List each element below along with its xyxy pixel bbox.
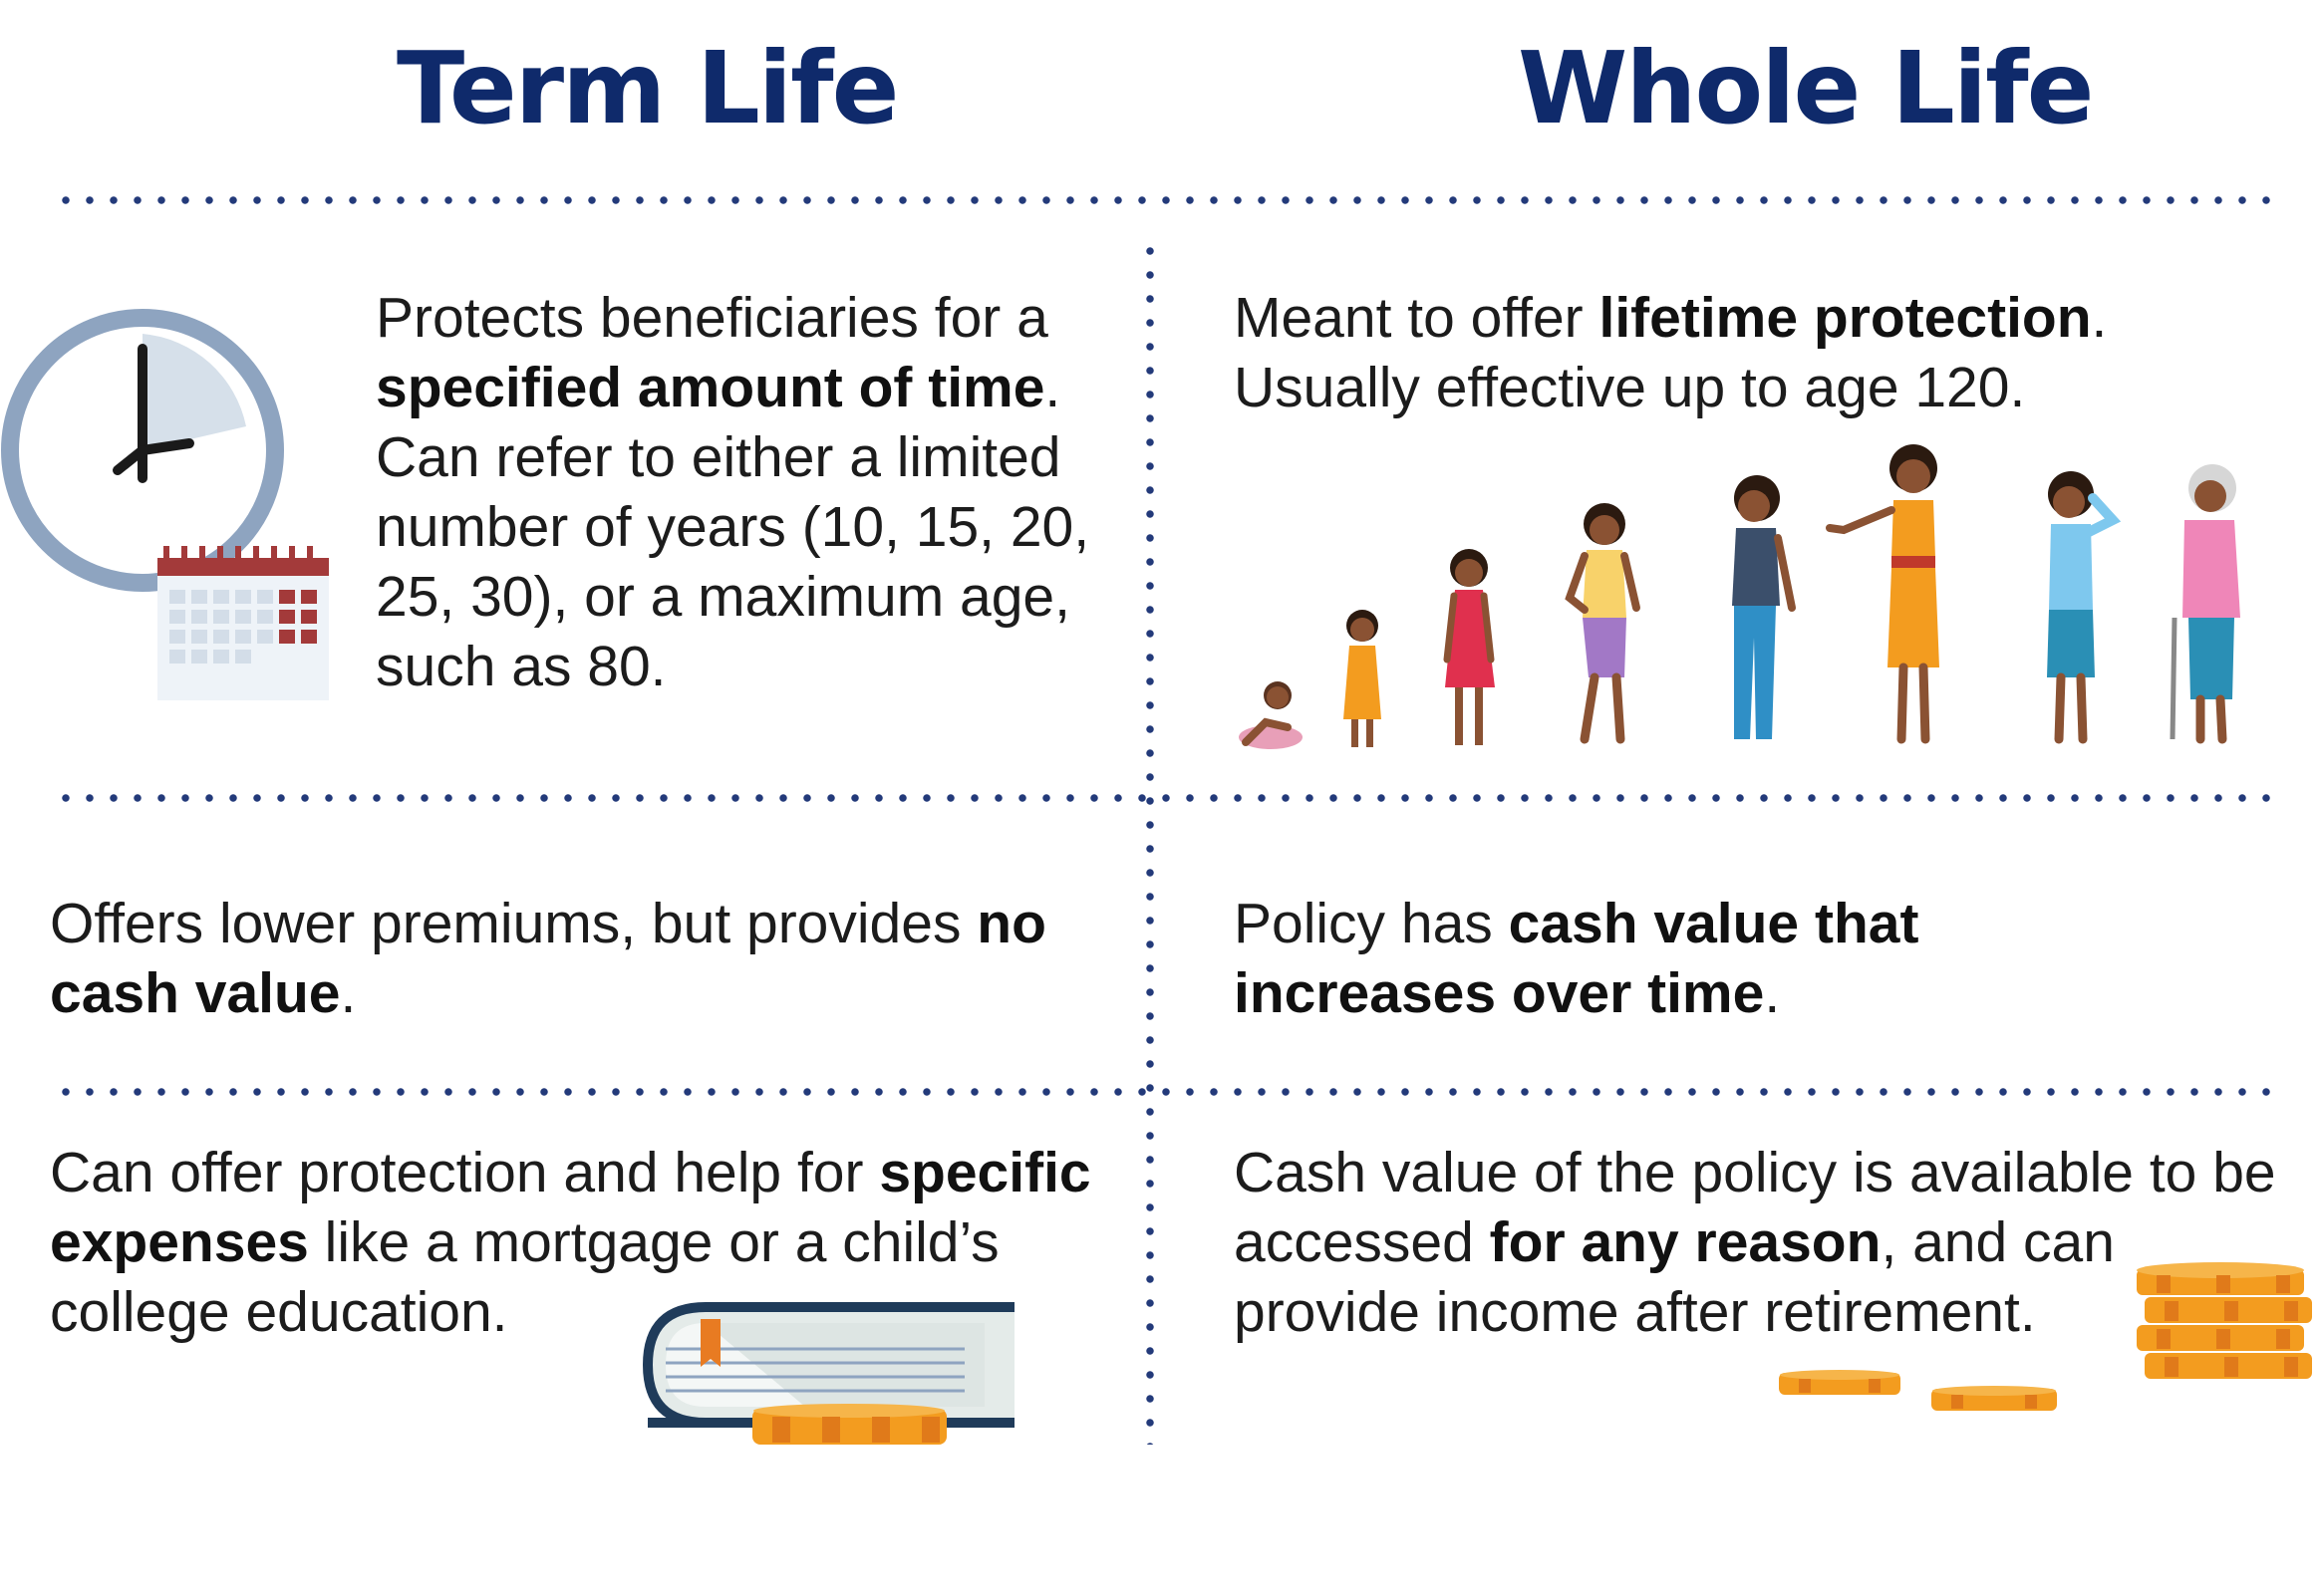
term-premium-text-part1: Offers lower premiums, but provides <box>50 892 978 955</box>
life-stages-illustration <box>1239 444 2240 749</box>
divider-vertical <box>1146 239 1154 1445</box>
term-lifespan-text: Protects beneficiaries for a specified a… <box>376 283 1113 701</box>
term-expenses-text-part1: Can offer protection and help for <box>50 1141 880 1204</box>
elderly-figure <box>2170 464 2240 744</box>
whole-access-text-part2: , and can provide income after retiremen… <box>1234 1210 2115 1344</box>
divider-middle <box>54 794 2286 802</box>
toddler-figure <box>1343 610 1381 747</box>
whole-access-text: Cash value of the policy is available to… <box>1234 1138 2300 1347</box>
term-expenses-text-part2: like a mortgage or a child’s college edu… <box>50 1210 1000 1344</box>
teen-figure <box>1732 475 1796 739</box>
whole-lifespan-text: Meant to offer lifetime protection. Usua… <box>1234 283 2190 422</box>
whole-lifespan-text-part2: . Usually effective up to age 120. <box>1234 286 2108 419</box>
divider-lower <box>54 1088 2286 1096</box>
middle-aged-figure <box>2047 471 2122 744</box>
book-icon <box>642 1302 1015 1428</box>
term-lifespan-text-bold: specified amount of time <box>376 356 1045 419</box>
term-expenses-text-bold: specific expenses <box>50 1141 1091 1274</box>
term-life-heading: Term Life <box>397 30 899 146</box>
clock-icon <box>1 309 284 592</box>
term-lifespan-text-part1: Protects beneficiaries for a <box>376 286 1048 350</box>
whole-lifespan-text-part1: Meant to offer <box>1234 286 1599 350</box>
whole-access-text-bold: for any reason <box>1489 1210 1882 1274</box>
preteen-figure <box>1565 503 1640 744</box>
whole-lifespan-text-bold: lifetime protection <box>1598 286 2092 350</box>
adult-figure <box>1826 444 1939 744</box>
coins-stack-icon <box>2137 1262 2312 1379</box>
term-premium-text-part2: . <box>340 961 357 1025</box>
term-lifespan-text-part2: . Can refer to either a limited number o… <box>376 356 1090 698</box>
coin-icon <box>1779 1370 1900 1395</box>
whole-cash-value-text: Policy has cash value that increases ove… <box>1234 889 1991 1028</box>
term-premium-text: Offers lower premiums, but provides no c… <box>50 889 1106 1028</box>
coin-icon-2 <box>1931 1386 2057 1411</box>
whole-life-heading: Whole Life <box>1518 30 2094 146</box>
divider-top <box>54 196 2286 204</box>
term-premium-text-bold: no cash value <box>50 892 1046 1025</box>
whole-access-text-part1: Cash value of the policy is available to… <box>1234 1141 2276 1274</box>
calendar-icon <box>157 546 329 700</box>
whole-cash-value-text-part2: . <box>1764 961 1781 1025</box>
term-expenses-text: Can offer protection and help for specif… <box>50 1138 1136 1347</box>
whole-cash-value-text-part1: Policy has <box>1234 892 1509 955</box>
coins-icon <box>752 1404 947 1445</box>
baby-figure <box>1239 681 1303 749</box>
whole-cash-value-text-bold: cash value that increases over time <box>1234 892 1919 1025</box>
child-figure <box>1443 549 1495 745</box>
